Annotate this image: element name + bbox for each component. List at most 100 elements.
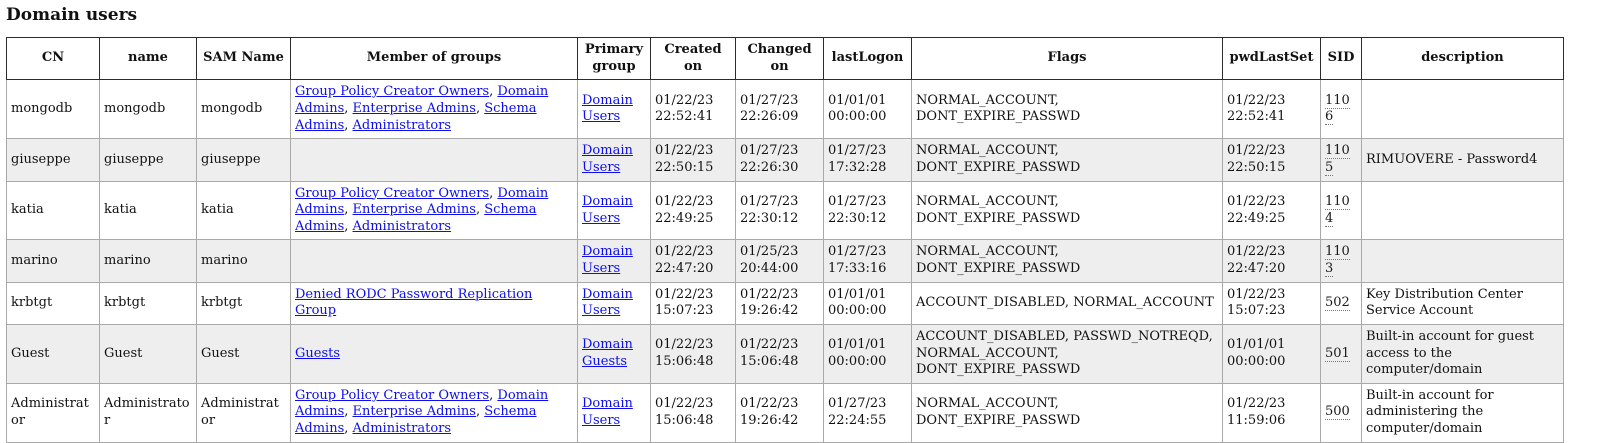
sid-link[interactable]: 1104 bbox=[1325, 193, 1350, 227]
cell-sid: 1104 bbox=[1320, 180, 1362, 241]
column-header-member_of_groups: Member of groups bbox=[290, 36, 578, 81]
primary-group-link[interactable]: Domain Users bbox=[582, 396, 633, 428]
cell-sid: 502 bbox=[1320, 281, 1362, 325]
sid-link[interactable]: 1103 bbox=[1325, 244, 1350, 278]
cell-pwd_last_set: 01/22/23 22:49:25 bbox=[1222, 180, 1321, 241]
cell-primary_group: Domain Users bbox=[577, 382, 651, 443]
cell-cn: Administrator bbox=[6, 382, 100, 443]
cell-changed_on: 01/27/23 22:26:30 bbox=[735, 138, 824, 182]
table-header-row: CN name SAM Name Member of groups Primary gr… bbox=[6, 36, 1564, 81]
cell-last_logon: 01/27/23 22:30:12 bbox=[823, 180, 912, 241]
group-link[interactable]: Guests bbox=[295, 345, 341, 361]
cell-sam_name: giuseppe bbox=[196, 138, 291, 182]
cell-flags: NORMAL_ACCOUNT, DONT_EXPIRE_PASSWD bbox=[911, 138, 1223, 182]
cell-member_of_groups bbox=[290, 239, 578, 283]
cell-cn: katia bbox=[6, 180, 100, 241]
table-row-Administrator: Administrator Administrator Administrator G… bbox=[6, 382, 1564, 443]
cell-name: Guest bbox=[99, 323, 197, 384]
cell-member_of_groups: Group Policy Creator Owners, Domain Admi… bbox=[290, 180, 578, 241]
sid-link[interactable]: 500 bbox=[1325, 404, 1350, 421]
cell-last_logon: 01/27/23 17:32:28 bbox=[823, 138, 912, 182]
cell-pwd_last_set: 01/22/23 22:50:15 bbox=[1222, 138, 1321, 182]
group-link[interactable]: Administrators bbox=[352, 421, 452, 437]
group-link[interactable]: Group Policy Creator Owners bbox=[295, 185, 490, 201]
group-link[interactable]: Enterprise Admins bbox=[352, 202, 476, 218]
cell-pwd_last_set: 01/22/23 15:07:23 bbox=[1222, 281, 1321, 325]
sid-link[interactable]: 1105 bbox=[1325, 143, 1350, 176]
cell-description bbox=[1361, 180, 1564, 241]
group-link[interactable]: Enterprise Admins bbox=[352, 404, 476, 420]
cell-pwd_last_set: 01/22/23 11:59:06 bbox=[1222, 382, 1321, 443]
cell-sid: 1105 bbox=[1320, 138, 1362, 182]
cell-sam_name: Administrator bbox=[196, 382, 291, 443]
table-row-krbtgt: krbtgt krbtgt krbtgt Denied RODC Password R… bbox=[6, 281, 1564, 325]
cell-pwd_last_set: 01/22/23 22:52:41 bbox=[1222, 79, 1321, 140]
cell-changed_on: 01/25/23 20:44:00 bbox=[735, 239, 824, 283]
group-link[interactable]: Schema Admins bbox=[295, 202, 537, 234]
group-link[interactable]: Enterprise Admins bbox=[352, 101, 476, 117]
sid-link[interactable]: 1106 bbox=[1325, 92, 1350, 126]
group-link[interactable]: Domain Admins bbox=[295, 185, 549, 218]
cell-description bbox=[1361, 239, 1564, 283]
cell-last_logon: 01/01/01 00:00:00 bbox=[823, 281, 912, 325]
cell-changed_on: 01/22/23 15:06:48 bbox=[735, 323, 824, 384]
cell-created_on: 01/22/23 22:52:41 bbox=[650, 79, 736, 140]
cell-last_logon: 01/01/01 00:00:00 bbox=[823, 323, 912, 384]
cell-sam_name: katia bbox=[196, 180, 291, 241]
table-header-row: CN name SAM Name Member of groups Primary gr… bbox=[6, 36, 1564, 81]
cell-created_on: 01/22/23 22:50:15 bbox=[650, 138, 736, 182]
column-header-created_on: Created on bbox=[650, 36, 736, 81]
cell-changed_on: 01/27/23 22:26:09 bbox=[735, 79, 824, 140]
group-link[interactable]: Domain Admins bbox=[295, 387, 549, 420]
cell-description bbox=[1361, 79, 1564, 140]
cell-last_logon: 01/01/01 00:00:00 bbox=[823, 79, 912, 140]
cell-last_logon: 01/27/23 17:33:16 bbox=[823, 239, 912, 283]
cell-created_on: 01/22/23 22:49:25 bbox=[650, 180, 736, 241]
primary-group-link[interactable]: Domain Users bbox=[582, 193, 633, 226]
cell-flags: ACCOUNT_DISABLED, PASSWD_NOTREQD, NORMAL… bbox=[911, 323, 1223, 384]
cell-flags: NORMAL_ACCOUNT, DONT_EXPIRE_PASSWD bbox=[911, 79, 1223, 140]
primary-group-link[interactable]: Domain Guests bbox=[582, 337, 633, 369]
cell-primary_group: Domain Guests bbox=[577, 323, 651, 384]
column-header-primary_group: Primary group bbox=[577, 36, 651, 81]
cell-primary_group: Domain Users bbox=[577, 138, 651, 182]
primary-group-link[interactable]: Domain Users bbox=[582, 286, 633, 319]
cell-created_on: 01/22/23 15:06:48 bbox=[650, 382, 736, 443]
group-link[interactable]: Group Policy Creator Owners bbox=[295, 387, 490, 403]
cell-flags: NORMAL_ACCOUNT, DONT_EXPIRE_PASSWD bbox=[911, 180, 1223, 241]
cell-member_of_groups: Denied RODC Password Replication Group bbox=[290, 281, 578, 325]
cell-primary_group: Domain Users bbox=[577, 239, 651, 283]
cell-sid: 501 bbox=[1320, 323, 1362, 384]
sid-link[interactable]: 501 bbox=[1325, 345, 1350, 362]
group-link[interactable]: Schema Admins bbox=[295, 101, 537, 133]
cell-created_on: 01/22/23 15:07:23 bbox=[650, 281, 736, 325]
group-link[interactable]: Group Policy Creator Owners bbox=[295, 84, 490, 100]
primary-group-link[interactable]: Domain Users bbox=[582, 143, 633, 175]
column-header-description: description bbox=[1361, 36, 1564, 81]
cell-cn: Guest bbox=[6, 323, 100, 384]
table-row-marino: marino marino marino Domain Users 01/22/23 2… bbox=[6, 239, 1564, 283]
cell-sam_name: marino bbox=[196, 239, 291, 283]
cell-description: Built-in account for administering the c… bbox=[1361, 382, 1564, 443]
table-body: mongodb mongodb mongodb Group Policy Creato… bbox=[6, 79, 1564, 443]
cell-primary_group: Domain Users bbox=[577, 79, 651, 140]
sid-link[interactable]: 502 bbox=[1325, 295, 1350, 312]
group-link[interactable]: Administrators bbox=[352, 117, 452, 133]
cell-sid: 1106 bbox=[1320, 79, 1362, 140]
column-header-name: name bbox=[99, 36, 197, 81]
cell-last_logon: 01/27/23 22:24:55 bbox=[823, 382, 912, 443]
primary-group-link[interactable]: Domain Users bbox=[582, 92, 633, 125]
column-header-changed_on: Changed on bbox=[735, 36, 824, 81]
cell-primary_group: Domain Users bbox=[577, 281, 651, 325]
cell-name: marino bbox=[99, 239, 197, 283]
cell-pwd_last_set: 01/01/01 00:00:00 bbox=[1222, 323, 1321, 384]
group-link[interactable]: Denied RODC Password Replication Group bbox=[295, 286, 533, 319]
domain-users-table: CN name SAM Name Member of groups Primary gr… bbox=[6, 36, 1564, 443]
cell-primary_group: Domain Users bbox=[577, 180, 651, 241]
group-link[interactable]: Administrators bbox=[352, 218, 452, 234]
group-link[interactable]: Domain Admins bbox=[295, 84, 549, 117]
cell-description: Built-in account for guest access to the… bbox=[1361, 323, 1564, 384]
table-row-katia: katia katia katia Group Policy Creator Owne… bbox=[6, 180, 1564, 241]
primary-group-link[interactable]: Domain Users bbox=[582, 244, 633, 277]
cell-sam_name: Guest bbox=[196, 323, 291, 384]
